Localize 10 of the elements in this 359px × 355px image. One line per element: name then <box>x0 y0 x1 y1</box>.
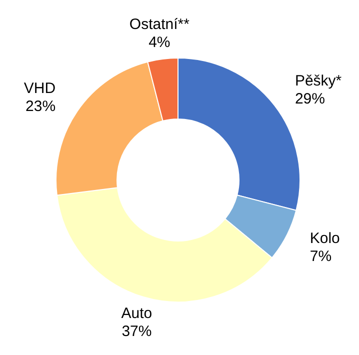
slice-label: VHD <box>24 80 56 97</box>
slice-label: Pěšky* <box>294 72 342 90</box>
slice-label: Auto <box>121 305 152 322</box>
data-label: 37% <box>122 323 152 340</box>
data-label: 29% <box>294 90 325 108</box>
data-label: 4% <box>148 34 170 52</box>
slice-label: Ostatní** <box>129 16 190 34</box>
data-label: 7% <box>310 248 332 266</box>
slice-label: Kolo <box>310 230 340 248</box>
data-label: 23% <box>26 98 56 115</box>
